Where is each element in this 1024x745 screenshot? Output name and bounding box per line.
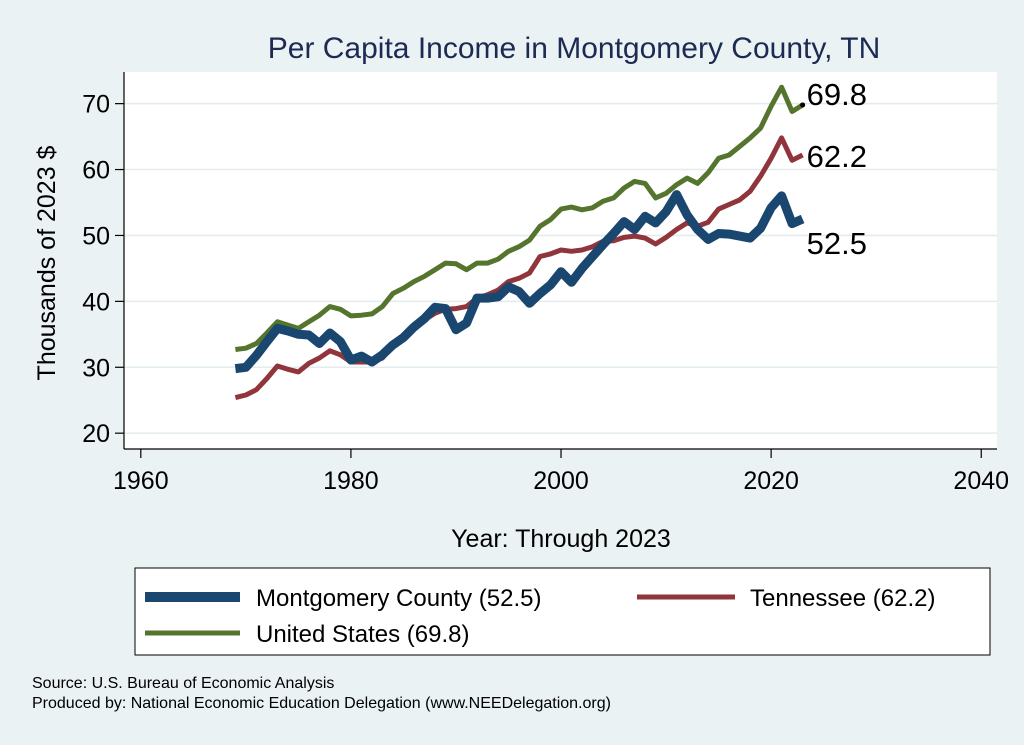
- source-note: Source: U.S. Bureau of Economic Analysis: [32, 675, 334, 692]
- y-axis-title: Thousands of 2023 $: [33, 145, 61, 380]
- legend-item-montgomery-county: Montgomery County (52.5): [145, 585, 541, 612]
- plot-area: [124, 72, 997, 449]
- end-labels: 52.5 62.2 69.8: [800, 77, 867, 261]
- series-line-montgomery-county: [234, 190, 805, 374]
- y-tick-label-50: 50: [82, 222, 110, 250]
- y-axis-ticks: 20 30 40 50 60 70: [82, 91, 124, 448]
- legend-label-montgomery-county: Montgomery County (52.5): [256, 585, 541, 612]
- x-tick-label-1960: 1960: [113, 467, 169, 495]
- legend-item-united-states: United States (69.8): [145, 621, 469, 648]
- y-tick-label-60: 60: [82, 157, 110, 185]
- gridlines: [125, 102, 997, 434]
- y-tick-label-70: 70: [82, 91, 110, 119]
- x-axis-ticks: 1960 1980 2000 2020 2040: [113, 449, 1009, 495]
- series-lines: [234, 84, 805, 401]
- legend-box: [134, 567, 991, 656]
- x-tick-label-1980: 1980: [323, 467, 379, 495]
- x-tick-label-2000: 2000: [533, 467, 589, 495]
- series-line-tennessee: [234, 135, 804, 401]
- x-tick-label-2040: 2040: [953, 467, 1009, 495]
- end-label-tennessee: 62.2: [807, 139, 867, 174]
- legend-label-united-states: United States (69.8): [256, 621, 469, 648]
- legend-label-tennessee: Tennessee (62.2): [750, 585, 935, 612]
- series-line-united-states: [235, 84, 804, 352]
- end-marker-united-states: [800, 102, 806, 108]
- y-tick-label-20: 20: [82, 420, 110, 448]
- x-axis-title: Year: Through 2023: [451, 525, 671, 553]
- legend-item-tennessee: Tennessee (62.2): [637, 585, 935, 612]
- producer-note: Produced by: National Economic Education…: [32, 695, 611, 712]
- end-label-montgomery-county: 52.5: [807, 226, 867, 261]
- y-tick-label-30: 30: [82, 354, 110, 382]
- end-label-united-states: 69.8: [807, 77, 867, 112]
- chart-title: Per Capita Income in Montgomery County, …: [268, 32, 880, 65]
- x-tick-label-2020: 2020: [743, 467, 799, 495]
- y-tick-label-40: 40: [82, 288, 110, 316]
